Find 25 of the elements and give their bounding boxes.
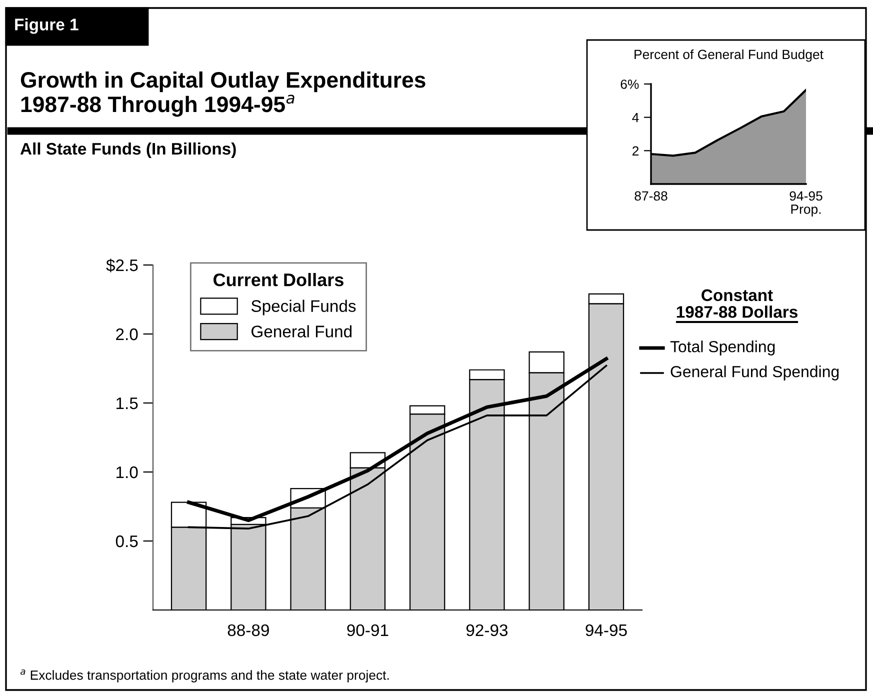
x-tick-label: 88-89	[228, 624, 269, 636]
y-tick-label: 6%	[620, 80, 639, 89]
x-tick-label: 87-88	[634, 191, 668, 201]
y-tick-label: $2.5	[106, 258, 138, 272]
legend-title: Current Dollars	[214, 272, 344, 286]
y-tick-label: 4	[632, 113, 639, 122]
chart-title: Growth in Capital Outlay Expenditures 1987-88 Through 1994-95$^{a}$	[20, 71, 426, 117]
x-tick-label: 94-95	[586, 624, 627, 636]
y-tick-label: 2	[632, 146, 639, 156]
y-tick-label: 0.5	[116, 535, 138, 548]
y-tick-label: 1.0	[116, 466, 138, 478]
legend-label: Total Spending	[670, 340, 775, 356]
text: $^{a}$ Excludes transportation programs and the state water project.	[20, 669, 389, 682]
legend-label: General Fund	[252, 325, 352, 338]
text: Constant 1987-88 Dollars	[676, 289, 798, 318]
x-tick-label: 94-95 Prop.	[790, 191, 822, 216]
x-tick-label: 90-91	[347, 624, 388, 636]
caption: Figure 1	[15, 18, 78, 34]
legend-label: General Fund Spending	[670, 366, 839, 380]
chart-subtitle: All State Funds (In Billions)	[20, 142, 236, 158]
chart-title: Percent of General Fund Budget	[634, 49, 824, 62]
legend-label: Special Funds	[251, 300, 356, 316]
x-tick-label: 92-93	[466, 624, 508, 636]
y-tick-label: 2.0	[116, 328, 138, 340]
y-tick-label: 1.5	[116, 398, 138, 410]
